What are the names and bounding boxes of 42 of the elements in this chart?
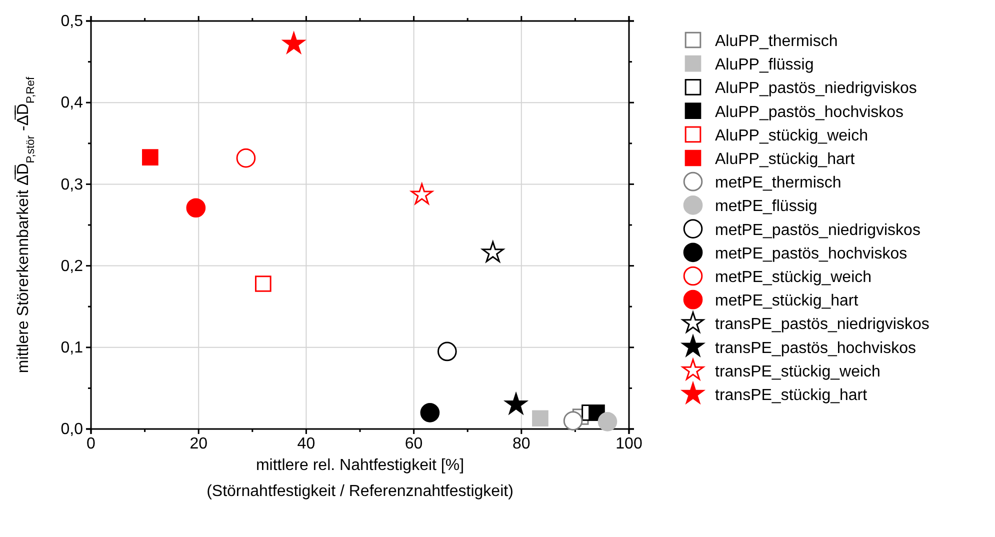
legend-label: AluPP_thermisch xyxy=(715,33,838,50)
point xyxy=(598,412,618,432)
legend-label: metPE_pastös_hochviskos xyxy=(715,245,908,262)
legend-label: AluPP_pastös_hochviskos xyxy=(715,104,904,121)
y-tick-label: 0,1 xyxy=(60,340,84,357)
legend-label: transPE_stückig_weich xyxy=(715,363,880,380)
legend-label: metPE_pastös_niedrigviskos xyxy=(715,222,920,239)
y-tick-label: 0,5 xyxy=(60,13,84,30)
legend-label: metPE_stückig_hart xyxy=(715,292,859,310)
legend-label: transPE_pastös_hochviskos xyxy=(715,340,916,357)
x-tick-label: 60 xyxy=(404,435,423,452)
legend-label: AluPP_flüssig xyxy=(715,56,814,74)
point xyxy=(410,183,433,204)
legend-label: metPE_thermisch xyxy=(715,174,842,192)
point xyxy=(532,410,548,427)
legend-label: metPE_flüssig xyxy=(715,198,818,216)
point xyxy=(254,276,272,292)
legend-label: transPE_pastös_niedrigviskos xyxy=(715,316,930,334)
point xyxy=(563,411,583,430)
x-tick-label: 20 xyxy=(190,435,208,452)
y-tick-label: 0,3 xyxy=(60,176,84,194)
point xyxy=(482,241,504,262)
point xyxy=(186,198,206,218)
legend-label: metPE_stückig_weich xyxy=(715,269,872,286)
point xyxy=(282,32,305,54)
point xyxy=(236,148,256,168)
point xyxy=(142,149,158,166)
legend-label: AluPP_stückig_hart xyxy=(715,151,856,168)
point xyxy=(420,403,440,422)
legend-label: AluPP_pastös_niedrigviskos xyxy=(715,80,917,98)
x-tick-label: 100 xyxy=(616,435,642,452)
y-tick-label: 0,4 xyxy=(60,94,84,112)
point xyxy=(437,342,457,362)
y-tick-label: 0,2 xyxy=(60,258,84,275)
x-tick-label: 40 xyxy=(297,435,316,452)
x-tick-label: 0 xyxy=(86,435,96,452)
x-axis-title: mittlere rel. Nahtfestigkeit [%] (Störnahtfestigkeit / Referenznahtfestigkeit) xyxy=(206,457,514,500)
legend-label: AluPP_stückig_weich xyxy=(715,127,868,144)
legend-label: transPE_stückig_hart xyxy=(715,387,868,404)
point xyxy=(505,393,528,414)
y-tick-label: 0,0 xyxy=(60,421,84,438)
x-tick-label: 80 xyxy=(512,435,530,452)
